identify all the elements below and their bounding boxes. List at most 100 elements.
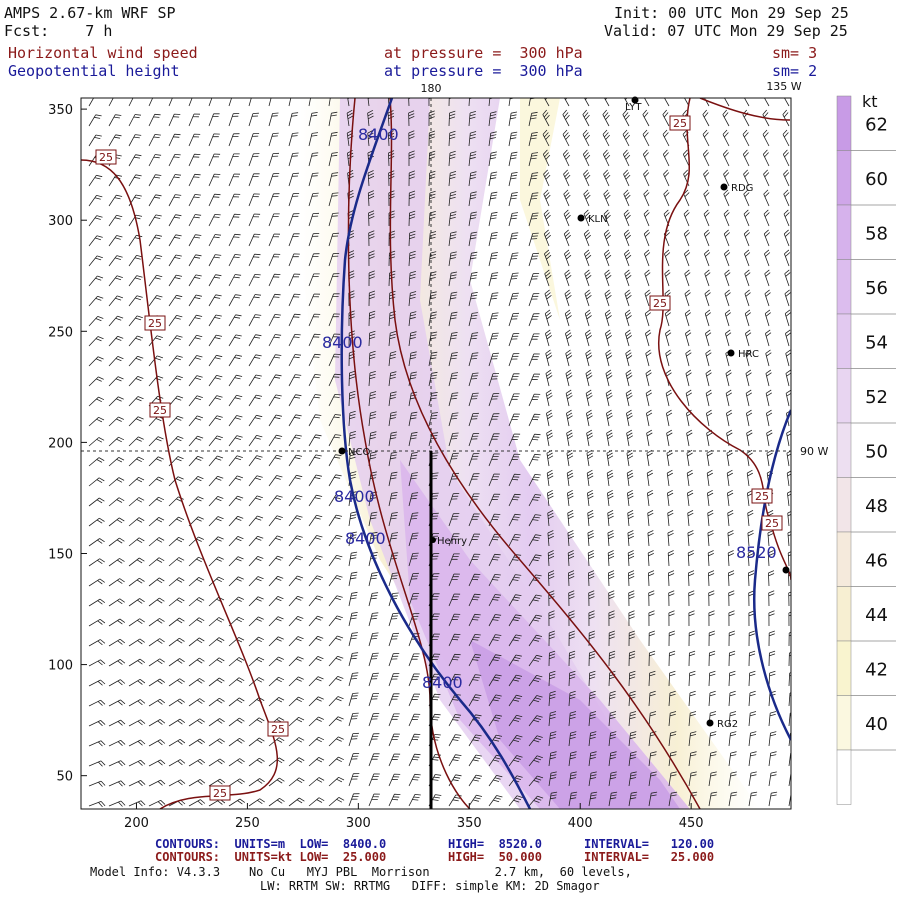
wind-barb [562, 129, 570, 147]
wind-barb [428, 251, 437, 267]
wind-barb [682, 149, 690, 167]
wind-barb [743, 209, 750, 227]
wind-barb [782, 149, 790, 167]
wind-barb [388, 391, 397, 407]
wind-barb [468, 433, 480, 447]
colorbar-swatch [836, 422, 852, 478]
wind-barb [687, 550, 694, 567]
wind-barb [784, 289, 791, 307]
wind-barb [704, 249, 711, 267]
wind-barb [608, 771, 617, 787]
wind-barb [565, 329, 573, 347]
height-contour-8520 [753, 409, 791, 741]
wind-barb [208, 496, 224, 507]
wind-barb [208, 334, 223, 347]
wind-barb [328, 514, 343, 527]
wind-barb [508, 594, 522, 607]
wind-barb [168, 375, 183, 387]
wind-barb [708, 670, 716, 687]
wind-barb [668, 670, 676, 687]
wind-barb [762, 149, 770, 167]
wind-barb [328, 373, 341, 387]
wind-barb [248, 314, 262, 327]
wind-barb [488, 332, 499, 347]
wind-barb [727, 510, 734, 527]
x-tick-label: 450 [679, 816, 704, 831]
wind-barb [528, 373, 541, 387]
wind-barb [728, 731, 737, 747]
wind-barb [784, 309, 791, 327]
wind-barb [648, 771, 657, 787]
wind-barb [744, 249, 751, 267]
wind-barb [702, 109, 710, 127]
wind-barb [528, 675, 543, 687]
colorbar-label: 58 [865, 224, 888, 245]
wind-barb [488, 171, 498, 187]
wind-barb [188, 314, 203, 327]
colorbar-label: 56 [865, 278, 888, 299]
wind-barb [588, 690, 596, 707]
wind-barb [528, 172, 539, 187]
wind-barb [508, 111, 518, 127]
wind-barb [268, 797, 285, 807]
wind-barb [368, 491, 378, 507]
wind-barb [608, 650, 616, 667]
wind-barb [128, 275, 143, 287]
wind-barb [488, 433, 500, 447]
wind-barb [308, 635, 324, 647]
wind-barb [763, 189, 770, 207]
wind-barb [168, 294, 183, 307]
wind-barb [348, 290, 355, 307]
wind-barb [88, 578, 105, 587]
wind-barb [544, 309, 552, 327]
wind-barb [268, 475, 283, 487]
wind-barb [428, 110, 435, 127]
wind-barb [248, 414, 263, 427]
wind-barb [268, 535, 284, 547]
wind-barb [542, 149, 551, 167]
colorbar-swatch [836, 586, 852, 642]
wind-barb [662, 109, 670, 127]
wind-barb [687, 489, 694, 507]
wind-barb [188, 294, 202, 307]
wind-barb [408, 150, 415, 166]
wind-barb [228, 435, 243, 447]
wind-barb [188, 476, 204, 487]
wind-barb [108, 517, 125, 527]
wind-barb [428, 432, 439, 447]
wind-barb [368, 411, 377, 427]
speed-contour-jet-east [389, 98, 701, 809]
wind-barb [566, 449, 574, 467]
wind-barb [188, 234, 202, 247]
wind-barb [723, 189, 730, 207]
wind-barb [708, 771, 717, 787]
wind-barb [726, 409, 733, 427]
wind-barb [408, 572, 419, 587]
wind-barb [148, 134, 161, 147]
wind-barb [725, 329, 732, 347]
wind-barb [543, 189, 551, 207]
height-label: 8400 [422, 673, 463, 692]
wind-barb [228, 173, 241, 187]
wind-barb [606, 429, 614, 447]
wind-barb [548, 630, 555, 647]
wind-barb [468, 211, 477, 227]
wind-barb [148, 719, 166, 727]
wind-barb [268, 676, 285, 687]
wind-barb [565, 369, 573, 387]
wind-barb [268, 495, 283, 507]
wind-barb [748, 570, 755, 587]
wind-barb [288, 515, 303, 527]
wind-barb [765, 329, 772, 347]
wind-barb [568, 731, 577, 747]
wind-barb [488, 734, 503, 747]
wind-barb [548, 650, 556, 667]
wind-barb [468, 533, 481, 547]
wind-barb [744, 289, 751, 307]
wind-barb [728, 590, 735, 607]
colorbar-swatch [836, 531, 852, 587]
wind-barb [544, 98, 550, 107]
colorbar-unit: kt [862, 92, 878, 111]
wind-barb [248, 475, 263, 487]
wind-barb [108, 214, 123, 227]
